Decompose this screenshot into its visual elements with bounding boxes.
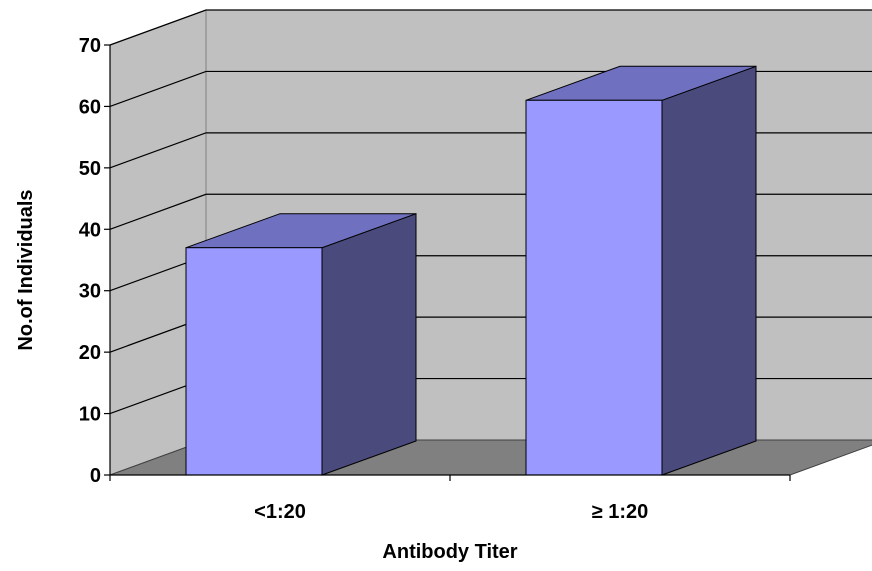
- bar: [185, 213, 417, 476]
- y-tick-label: 40: [79, 219, 101, 241]
- bar-side-face: [661, 65, 757, 476]
- x-axis-title: Antibody Titer: [382, 541, 517, 563]
- x-tick-label: ≥ 1:20: [592, 501, 649, 523]
- bar-side-face: [321, 213, 417, 476]
- bar: [525, 65, 757, 476]
- bars: [185, 65, 757, 476]
- y-tick-label: 20: [79, 342, 101, 364]
- y-tick-label: 60: [79, 96, 101, 118]
- y-tick-label: 50: [79, 158, 101, 180]
- bar-front-face: [525, 99, 663, 476]
- gridline: [109, 9, 872, 46]
- y-tick-label: 70: [79, 35, 101, 57]
- y-axis-title: No.of Individuals: [15, 189, 37, 350]
- x-axis: <1:20 ≥ 1:20: [109, 474, 791, 523]
- y-tick-label: 10: [79, 404, 101, 426]
- y-axis: 0 10 20 30 40 50 60 70: [79, 35, 111, 487]
- x-tick-label: <1:20: [254, 501, 306, 523]
- bar-front-face: [185, 247, 323, 476]
- y-tick-label: 30: [79, 281, 101, 303]
- y-tick-label: 0: [90, 465, 101, 487]
